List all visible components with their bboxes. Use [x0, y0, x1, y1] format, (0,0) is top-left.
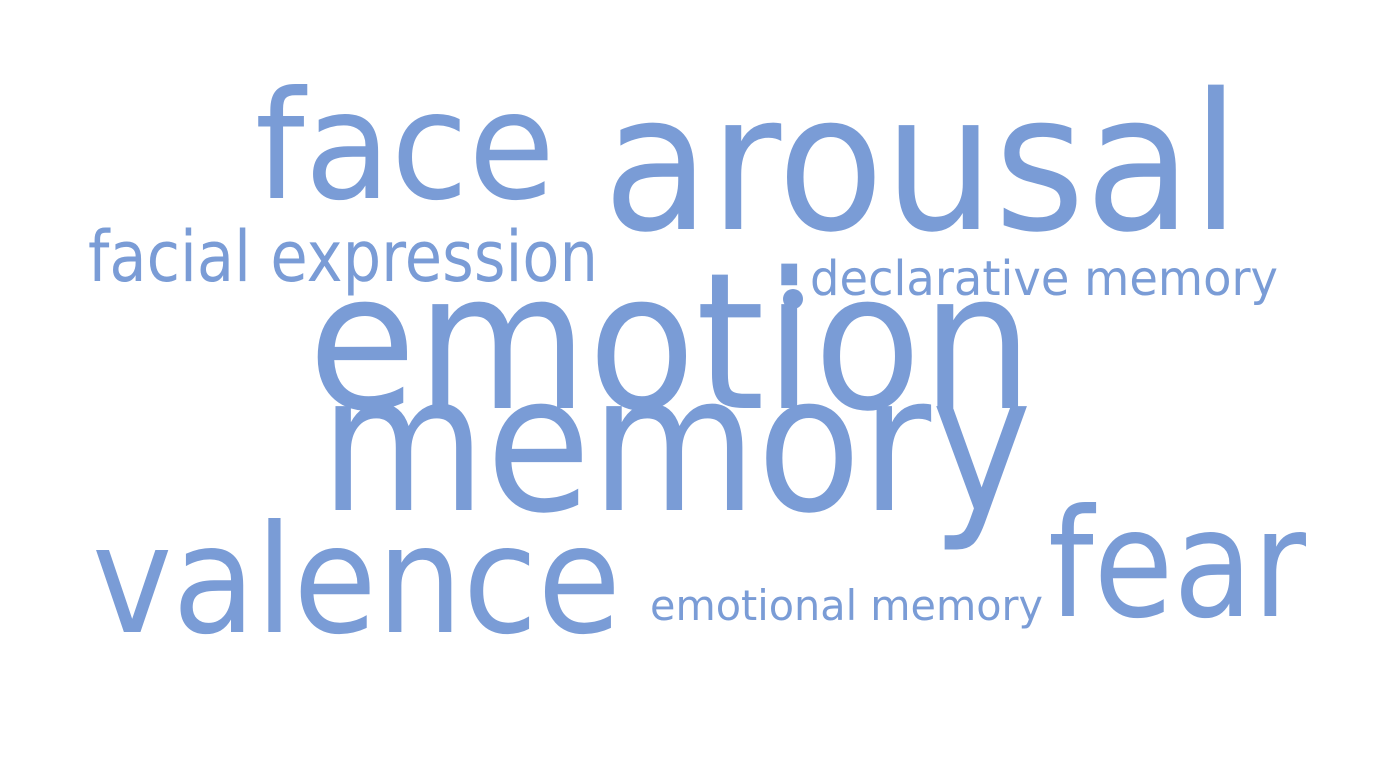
word-declarative-memory: declarative memory: [810, 251, 1278, 307]
word-emotion: emotion: [308, 232, 1034, 453]
word-arousal: arousal: [603, 53, 1240, 274]
word-facial-expression: facial expression: [88, 216, 599, 298]
word-memory: memory: [320, 334, 1033, 555]
word-face: face: [255, 60, 555, 234]
bullet-dot: [783, 289, 803, 309]
word-emotional-memory: emotional memory: [650, 581, 1044, 630]
word-valence: valence: [92, 494, 622, 668]
word-fear: fear: [1048, 478, 1307, 652]
